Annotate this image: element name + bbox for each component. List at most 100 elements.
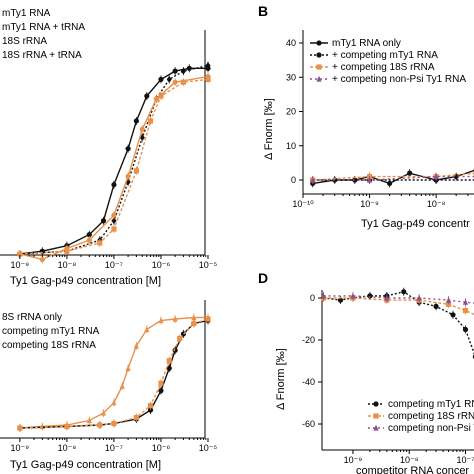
panel-a-x-tick-label: 10⁻⁹ — [11, 260, 30, 270]
panel-a-series-3-point — [111, 226, 117, 232]
panel-a-series-1-point — [180, 67, 187, 75]
panel-a-series-3-point — [64, 248, 70, 254]
panel-d-series-2-point — [416, 294, 422, 301]
panel-d-series-1-point — [462, 308, 469, 314]
panel-b-y-tick-label: 20 — [286, 107, 296, 117]
panel-c-series-0-point — [172, 315, 178, 322]
panel-b-x-tick-label: 10⁻⁹ — [360, 199, 379, 209]
panel-c-series-2-point — [177, 335, 183, 341]
panel-d-series-0-point — [433, 303, 439, 309]
panel-b-y-tick-label: 10 — [286, 141, 296, 151]
panel-c-legend-label: 8S rRNA only — [2, 312, 62, 323]
panel-a-series-0-point — [125, 146, 131, 152]
panel-a-series-2-point — [39, 256, 45, 263]
panel-c-marks — [17, 313, 211, 432]
panel-b-legend-marker — [316, 52, 322, 58]
panel-d-legend-label: competing 18S rRNA — [388, 411, 474, 422]
panel-a-series-0-point — [144, 93, 150, 99]
panel-c-series-2-point — [133, 414, 139, 421]
panel-c-series-0-point — [191, 314, 197, 321]
panel-c-x-ticks: 10⁻⁹ 10⁻⁸ 10⁻⁷ 10⁻⁶ 10⁻⁵ — [11, 438, 218, 453]
panel-c-series-1-point — [158, 388, 164, 394]
panel-a-series-3-point — [180, 79, 187, 85]
panel-a-series-1-point — [205, 62, 211, 69]
panel-d-series-0-point — [401, 289, 407, 295]
panel-a-series-1-point — [166, 76, 172, 83]
panel-d-y-label: Δ Fnorm [‰] — [275, 348, 287, 410]
panel-b-y-tick-label: 30 — [286, 72, 296, 82]
panel-b-series-0-point — [407, 170, 413, 176]
panel-c-legend: 8S rRNA only competing mTy1 RNA competing … — [2, 312, 100, 351]
panel-d-x-ticks: 10⁻⁹ 10⁻⁸ 10⁻⁷ — [344, 450, 474, 465]
panel-c-series-0-point — [119, 382, 125, 389]
panel-a-series-3-point — [205, 76, 211, 82]
panel-b-y-label: Δ Fnorm [‰] — [263, 98, 275, 160]
panel-c-series-2-point — [191, 320, 197, 327]
panel-d-series-2-point — [445, 296, 452, 303]
panel-a-series-3-point — [97, 240, 103, 246]
panel-a-legend: mTy1 RNA mTy1 RNA + tRNA 18S rRNA 18S rRNA … — [2, 8, 85, 61]
panel-d-series-2-point — [462, 299, 469, 305]
panel-c-x-tick-label: 10⁻⁸ — [58, 443, 77, 453]
panel-d-y-tick-label: -40 — [302, 377, 315, 387]
panel-c-series-0-point — [144, 326, 150, 333]
panel-a-x-tick-label: 10⁻⁵ — [199, 260, 218, 270]
panel-c-legend-label: competing mTy1 RNA — [2, 326, 100, 337]
panel-c-series-2-point — [97, 422, 103, 428]
panel-a-legend-label: mTy1 RNA — [2, 8, 51, 19]
panel-a-series-3-point — [147, 118, 154, 124]
panel-a-series-2-point — [153, 96, 160, 102]
panel-d-legend-marker — [373, 424, 379, 431]
panel-a-series-0-point — [111, 182, 117, 188]
panel-c-series-2-point — [111, 420, 117, 427]
panel-d-x-tick-label: 10⁻⁸ — [400, 455, 419, 465]
panel-a-series-1-point — [111, 217, 117, 225]
panel-a-legend-label: 18S rRNA + tRNA — [2, 50, 82, 61]
panel-d-series-0-point — [450, 312, 456, 318]
panel-c-legend-label: competing 18S rRNA — [2, 340, 96, 351]
panel-a-series-3-point — [133, 168, 139, 174]
panel-a-x-tick-label: 10⁻⁶ — [152, 260, 171, 270]
panel-b-series-3-line — [312, 175, 474, 181]
panel-a-series-0-point — [172, 68, 178, 74]
panel-d: D 10⁻⁹ 10⁻⁸ 10⁻⁷ 0 -20 -40 -60 Δ Fnorm [‰] co… — [258, 270, 474, 474]
panel-a-x-tick-label: 10⁻⁷ — [105, 260, 123, 270]
panel-a-series-2-point — [172, 79, 178, 85]
panel-d-label: D — [258, 270, 268, 286]
panel-b-series-3-point — [433, 173, 439, 180]
panel-b-y-tick-label: 0 — [291, 175, 296, 185]
panel-d-series-0-point — [337, 297, 344, 303]
panel-d-y-tick-label: -20 — [302, 335, 315, 345]
panel-b-series-3-point — [310, 176, 316, 183]
panel-b-series-3-point — [366, 176, 373, 183]
panel-c-series-2-point — [147, 403, 154, 409]
panel-b-legend-label: + competing non-Psi Ty1 RNA — [332, 74, 466, 85]
panel-b-legend-label: + competing 18S rRNA — [332, 62, 435, 73]
panel-a-legend-label: mTy1 RNA + tRNA — [2, 22, 85, 33]
panel-a-x-label: Ty1 Gag-p49 concentration [M] — [10, 275, 161, 287]
panel-c-x-tick-label: 10⁻⁶ — [152, 443, 171, 453]
panel-b-series-0-point — [352, 177, 358, 183]
panel-a-marks — [17, 61, 211, 264]
panel-d-x-tick-label: 10⁻⁷ — [456, 455, 474, 465]
panel-c-series-1-point — [147, 407, 154, 413]
panel-d-marks — [320, 287, 474, 359]
panel-b-x-label: Ty1 Gag-p49 concentr — [361, 218, 470, 230]
panel-c-series-1-point — [172, 347, 178, 353]
panel-c-series-0-point — [158, 317, 164, 324]
panel-c-series-0-point — [100, 409, 107, 416]
panel-d-y-tick-label: -60 — [302, 419, 315, 429]
panel-a-series-2-point — [111, 212, 117, 218]
panel-c-series-0-point — [86, 417, 92, 424]
panel-a-series-3-point — [158, 93, 164, 99]
panel-b-marks — [310, 168, 474, 188]
panel-d-legend-label: competing non-Psi Ty1 RNA — [388, 423, 474, 434]
panel-d-legend-marker — [373, 413, 379, 419]
panel-a-series-2-point — [125, 173, 131, 179]
panel-c-series-2-point — [166, 358, 172, 364]
panel-b-series-2-line — [312, 172, 474, 181]
panel-d-x-label: competitor RNA concer — [356, 465, 469, 474]
